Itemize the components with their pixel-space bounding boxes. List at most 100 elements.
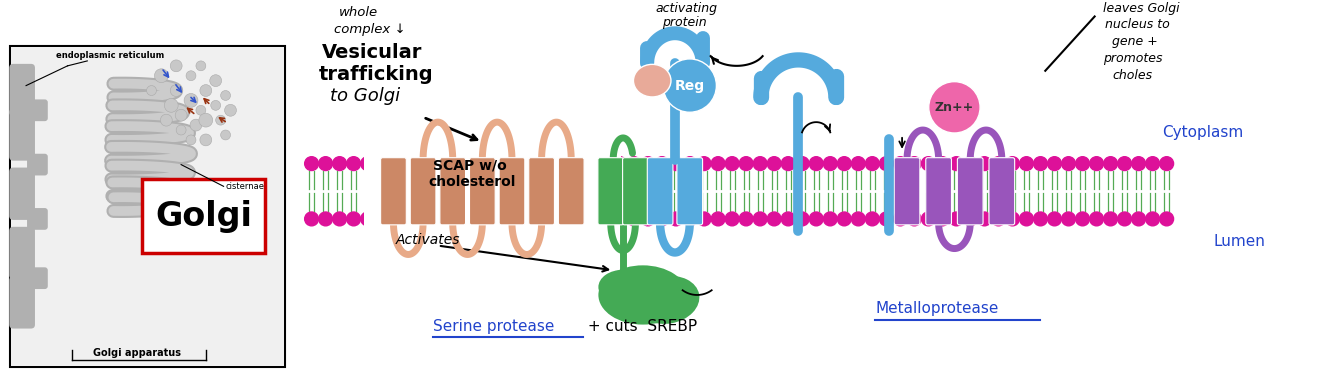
Circle shape bbox=[656, 157, 669, 170]
Circle shape bbox=[225, 105, 237, 116]
Circle shape bbox=[500, 212, 515, 226]
Text: Golgi: Golgi bbox=[155, 200, 252, 233]
Circle shape bbox=[950, 157, 963, 170]
Text: trafficking: trafficking bbox=[318, 65, 434, 84]
Circle shape bbox=[1020, 157, 1033, 170]
Circle shape bbox=[529, 212, 543, 226]
Circle shape bbox=[795, 157, 809, 170]
Circle shape bbox=[1145, 212, 1160, 226]
FancyBboxPatch shape bbox=[440, 158, 466, 225]
Circle shape bbox=[894, 157, 907, 170]
Circle shape bbox=[175, 109, 187, 121]
Circle shape bbox=[431, 157, 444, 170]
Circle shape bbox=[417, 212, 431, 226]
Circle shape bbox=[922, 157, 935, 170]
Circle shape bbox=[170, 60, 182, 72]
Circle shape bbox=[725, 157, 739, 170]
FancyBboxPatch shape bbox=[27, 154, 48, 176]
Circle shape bbox=[199, 84, 211, 96]
Circle shape bbox=[963, 212, 977, 226]
Circle shape bbox=[1117, 212, 1132, 226]
Circle shape bbox=[1048, 157, 1061, 170]
Circle shape bbox=[935, 212, 949, 226]
Circle shape bbox=[978, 212, 991, 226]
Circle shape bbox=[753, 212, 767, 226]
Circle shape bbox=[1006, 212, 1020, 226]
Circle shape bbox=[809, 212, 823, 226]
FancyBboxPatch shape bbox=[558, 158, 585, 225]
Text: Golgi apparatus: Golgi apparatus bbox=[92, 348, 181, 358]
Text: activating: activating bbox=[656, 1, 717, 15]
Circle shape bbox=[641, 157, 654, 170]
Circle shape bbox=[186, 135, 195, 145]
Circle shape bbox=[431, 212, 444, 226]
Circle shape bbox=[221, 130, 230, 140]
Circle shape bbox=[1061, 212, 1076, 226]
Circle shape bbox=[641, 212, 654, 226]
Circle shape bbox=[403, 157, 416, 170]
Text: Reg: Reg bbox=[674, 78, 705, 93]
Circle shape bbox=[361, 157, 375, 170]
Circle shape bbox=[697, 212, 710, 226]
Circle shape bbox=[684, 157, 697, 170]
Circle shape bbox=[487, 212, 500, 226]
Text: nucleus to: nucleus to bbox=[1105, 18, 1169, 31]
Circle shape bbox=[1089, 212, 1104, 226]
Circle shape bbox=[767, 157, 781, 170]
Circle shape bbox=[215, 115, 226, 125]
Circle shape bbox=[929, 81, 981, 133]
Circle shape bbox=[628, 212, 641, 226]
Circle shape bbox=[170, 84, 182, 96]
Circle shape bbox=[894, 212, 907, 226]
Text: + cuts  SREBP: + cuts SREBP bbox=[583, 318, 697, 334]
Circle shape bbox=[571, 157, 585, 170]
Text: cisternae: cisternae bbox=[226, 182, 265, 191]
Circle shape bbox=[472, 157, 487, 170]
Circle shape bbox=[978, 157, 991, 170]
Circle shape bbox=[557, 212, 571, 226]
Circle shape bbox=[809, 157, 823, 170]
Circle shape bbox=[851, 157, 866, 170]
Circle shape bbox=[375, 212, 388, 226]
Text: Cytoplasm: Cytoplasm bbox=[1161, 125, 1243, 140]
Circle shape bbox=[866, 157, 879, 170]
Circle shape bbox=[177, 125, 186, 135]
FancyBboxPatch shape bbox=[989, 158, 1014, 225]
Circle shape bbox=[515, 212, 529, 226]
Circle shape bbox=[347, 157, 360, 170]
Circle shape bbox=[185, 93, 198, 107]
Text: to Golgi: to Golgi bbox=[330, 87, 400, 105]
Ellipse shape bbox=[598, 270, 648, 304]
FancyBboxPatch shape bbox=[27, 208, 48, 230]
FancyBboxPatch shape bbox=[598, 158, 624, 225]
Circle shape bbox=[1132, 212, 1145, 226]
Circle shape bbox=[950, 212, 963, 226]
Circle shape bbox=[739, 157, 753, 170]
Text: gene +: gene + bbox=[1112, 35, 1159, 48]
Circle shape bbox=[725, 212, 739, 226]
Circle shape bbox=[767, 212, 781, 226]
Circle shape bbox=[1020, 212, 1033, 226]
Circle shape bbox=[211, 100, 221, 110]
Text: promotes: promotes bbox=[1103, 52, 1163, 65]
Circle shape bbox=[487, 157, 500, 170]
Circle shape bbox=[1076, 157, 1089, 170]
Circle shape bbox=[1061, 157, 1076, 170]
Circle shape bbox=[879, 157, 894, 170]
Circle shape bbox=[1104, 157, 1117, 170]
FancyBboxPatch shape bbox=[677, 158, 702, 225]
FancyBboxPatch shape bbox=[27, 267, 48, 289]
Circle shape bbox=[613, 157, 628, 170]
Circle shape bbox=[838, 157, 851, 170]
Circle shape bbox=[585, 157, 599, 170]
Circle shape bbox=[781, 157, 795, 170]
Circle shape bbox=[147, 86, 157, 96]
Circle shape bbox=[195, 61, 206, 71]
Circle shape bbox=[866, 212, 879, 226]
Circle shape bbox=[333, 212, 347, 226]
FancyBboxPatch shape bbox=[380, 158, 407, 225]
Circle shape bbox=[195, 105, 206, 115]
FancyBboxPatch shape bbox=[9, 64, 35, 116]
FancyBboxPatch shape bbox=[648, 158, 673, 225]
Circle shape bbox=[664, 59, 716, 112]
